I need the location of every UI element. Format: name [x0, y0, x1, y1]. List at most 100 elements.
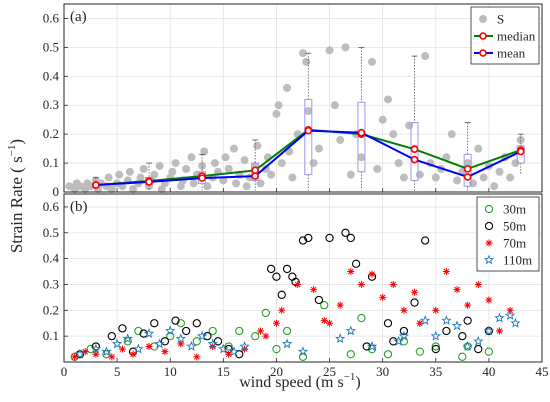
point-30m — [415, 347, 424, 356]
point-70m — [108, 353, 116, 361]
point-70m — [496, 327, 504, 335]
strain-point — [283, 83, 292, 92]
point-50m — [431, 344, 440, 354]
strain-point — [136, 173, 145, 182]
point-110m — [510, 317, 521, 328]
point-110m — [420, 315, 431, 326]
point-110m — [90, 343, 102, 354]
y-tick-label: 0.1 — [43, 155, 59, 170]
point-50m — [171, 316, 180, 325]
point-70m — [464, 301, 472, 309]
point-70m — [432, 306, 440, 314]
x-tick-label: 45 — [536, 364, 549, 379]
point-30m — [346, 350, 355, 359]
point-30m — [431, 342, 440, 351]
point-110m — [196, 330, 208, 341]
y-tick-label: 0.6 — [43, 199, 60, 214]
strain-point — [210, 159, 219, 168]
strain-point — [309, 159, 318, 168]
median-marker — [463, 165, 472, 173]
point-110m — [297, 346, 309, 357]
strain-point — [277, 159, 286, 168]
box — [304, 98, 313, 176]
y-tick-label: 0.2 — [43, 302, 59, 317]
strain-point — [240, 156, 249, 165]
panel-label: (b) — [70, 199, 88, 215]
y-tick-label: 0.2 — [43, 126, 59, 141]
point-70m — [474, 280, 482, 288]
point-70m — [241, 345, 249, 353]
point-70m — [129, 350, 137, 358]
point-110m — [164, 325, 176, 336]
strain-point — [453, 176, 462, 185]
point-70m — [389, 280, 397, 288]
strain-point — [479, 173, 488, 182]
mean-marker — [304, 126, 313, 135]
strain-point — [389, 130, 398, 139]
strain-point — [368, 57, 377, 66]
mean-marker — [198, 174, 206, 182]
strain-point — [129, 185, 138, 194]
strain-point — [155, 161, 164, 170]
point-50m — [341, 228, 350, 237]
point-70m — [336, 301, 344, 309]
strain-point — [346, 170, 355, 179]
legend-label: 30m — [503, 202, 526, 217]
strain-point — [495, 167, 504, 176]
point-70m — [411, 288, 419, 296]
mean-marker — [410, 155, 419, 164]
mean-marker — [463, 173, 472, 181]
legend-label: 110m — [503, 253, 532, 268]
y-axis-label-main: Strain Rate ( s — [7, 156, 26, 253]
strain-point — [219, 176, 228, 185]
y-axis-label: Strain Rate ( s−1) — [6, 139, 26, 253]
point-70m — [485, 296, 493, 304]
strain-point — [383, 95, 392, 104]
point-30m — [272, 344, 281, 354]
point-70m — [193, 353, 201, 361]
strain-point — [299, 49, 307, 58]
point-30m — [367, 344, 377, 354]
point-70m — [310, 286, 318, 294]
x-tick-label: 30 — [376, 364, 389, 379]
point-110m — [143, 328, 155, 339]
y-tick-label: 0.5 — [43, 225, 59, 240]
point-110m — [451, 320, 463, 331]
point-110m — [494, 312, 505, 323]
strain-point — [415, 170, 424, 179]
mean-marker — [92, 181, 100, 189]
strain-point — [302, 57, 311, 66]
point-30m — [357, 313, 366, 323]
legend-marker — [479, 32, 487, 40]
strain-point — [378, 115, 387, 124]
strain-point — [399, 173, 408, 182]
point-50m — [474, 344, 483, 354]
point-70m — [379, 293, 387, 301]
point-70m — [177, 340, 185, 348]
legend-marker — [479, 49, 487, 57]
point-110m — [228, 346, 240, 357]
strain-point — [189, 179, 198, 188]
y-tick-label: 0.1 — [43, 328, 59, 343]
point-70m — [92, 350, 100, 358]
point-70m — [81, 348, 89, 356]
point-110m — [74, 348, 86, 359]
point-30m — [235, 326, 244, 336]
point-50m — [458, 332, 467, 341]
panel-b: 0.1 0.2 0.3 0.4 0.5 0.6 0 5 10 15 20 25 30 35 40 45 (b) 3… — [43, 193, 549, 379]
point-110m — [473, 335, 484, 346]
point-110m — [239, 341, 250, 351]
strain-point — [394, 159, 403, 168]
point-70m — [416, 319, 424, 327]
strain-point — [168, 167, 177, 176]
point-110m — [345, 325, 357, 336]
point-110m — [122, 333, 133, 344]
point-70m — [225, 350, 233, 358]
strain-point — [447, 130, 456, 139]
strain-point — [516, 135, 525, 144]
point-110m — [281, 338, 293, 349]
strain-point — [267, 170, 276, 179]
point-70m — [453, 286, 461, 294]
x-axis-label-main: wind speed (m s — [239, 374, 343, 391]
point-70m — [262, 332, 270, 340]
